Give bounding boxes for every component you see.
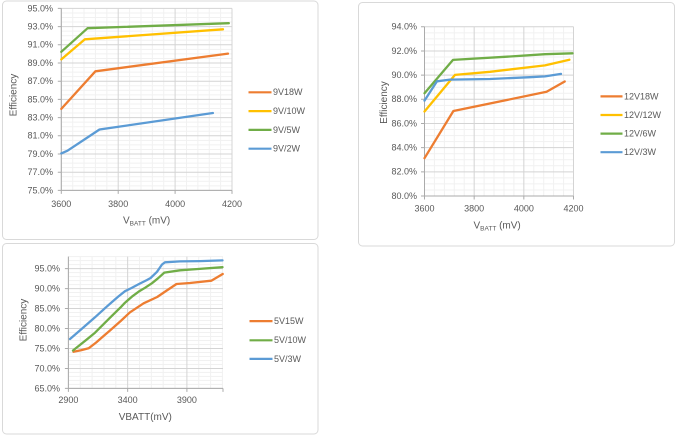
svg-text:2900: 2900 <box>58 395 78 405</box>
svg-text:83.0%: 83.0% <box>27 113 53 123</box>
svg-text:80.0%: 80.0% <box>34 323 60 333</box>
svg-text:81.0%: 81.0% <box>27 131 53 141</box>
svg-text:91.0%: 91.0% <box>27 40 53 50</box>
svg-text:12V/12W: 12V/12W <box>624 110 662 120</box>
svg-text:4000: 4000 <box>514 204 534 214</box>
svg-text:85.0%: 85.0% <box>34 303 60 313</box>
svg-text:80.0%: 80.0% <box>391 191 417 201</box>
svg-text:92.0%: 92.0% <box>391 46 417 56</box>
svg-text:4000: 4000 <box>165 199 185 209</box>
svg-text:93.0%: 93.0% <box>27 22 53 32</box>
svg-text:3400: 3400 <box>118 395 138 405</box>
svg-text:3900: 3900 <box>177 395 197 405</box>
svg-text:5V/10W: 5V/10W <box>274 335 307 345</box>
svg-text:65.0%: 65.0% <box>34 383 60 393</box>
svg-text:75.0%: 75.0% <box>27 185 53 195</box>
svg-text:Efficiency: Efficiency <box>18 299 29 342</box>
svg-text:3800: 3800 <box>464 204 484 214</box>
svg-text:12V/6W: 12V/6W <box>624 129 657 139</box>
svg-text:Efficiency: Efficiency <box>9 74 20 117</box>
svg-text:82.0%: 82.0% <box>391 167 417 177</box>
svg-text:Efficiency: Efficiency <box>379 81 390 124</box>
svg-text:VBATT(mV): VBATT(mV) <box>119 412 172 423</box>
svg-text:88.0%: 88.0% <box>391 94 417 104</box>
svg-text:9V/2W: 9V/2W <box>273 144 301 154</box>
svg-text:12V18W: 12V18W <box>624 91 659 101</box>
svg-text:94.0%: 94.0% <box>391 22 417 32</box>
svg-text:77.0%: 77.0% <box>27 167 53 177</box>
svg-text:85.0%: 85.0% <box>27 94 53 104</box>
svg-text:95.0%: 95.0% <box>34 264 60 274</box>
svg-text:95.0%: 95.0% <box>27 3 53 13</box>
svg-text:89.0%: 89.0% <box>27 58 53 68</box>
svg-text:75.0%: 75.0% <box>34 343 60 353</box>
svg-text:9V/5W: 9V/5W <box>273 125 301 135</box>
svg-text:5V15W: 5V15W <box>274 316 304 326</box>
svg-text:79.0%: 79.0% <box>27 149 53 159</box>
svg-text:9V/10W: 9V/10W <box>273 106 306 116</box>
svg-text:87.0%: 87.0% <box>27 76 53 86</box>
svg-text:4200: 4200 <box>563 204 583 214</box>
svg-text:90.0%: 90.0% <box>34 283 60 293</box>
svg-text:90.0%: 90.0% <box>391 70 417 80</box>
svg-text:70.0%: 70.0% <box>34 363 60 373</box>
svg-text:4200: 4200 <box>222 199 242 209</box>
svg-text:84.0%: 84.0% <box>391 143 417 153</box>
svg-text:3800: 3800 <box>108 199 128 209</box>
svg-text:3600: 3600 <box>414 204 434 214</box>
svg-text:5V/3W: 5V/3W <box>274 354 302 364</box>
svg-text:86.0%: 86.0% <box>391 118 417 128</box>
svg-text:3600: 3600 <box>51 199 71 209</box>
svg-text:12V/3W: 12V/3W <box>624 147 657 157</box>
svg-text:9V18W: 9V18W <box>273 87 303 97</box>
